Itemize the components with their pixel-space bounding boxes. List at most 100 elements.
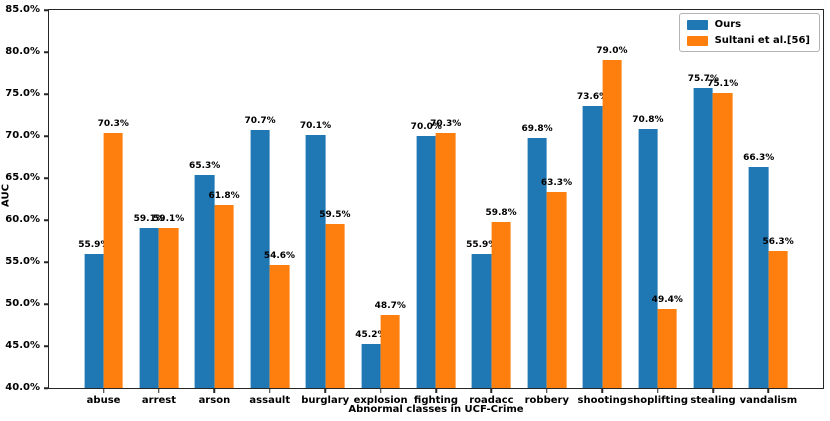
- bar-ours-arrest: [139, 227, 159, 388]
- bar-value-label: 59.1%: [133, 213, 165, 224]
- bar-value-label: 49.4%: [651, 295, 683, 306]
- x-tick-label-arrest: arrest: [141, 395, 177, 406]
- bar-sultani-fighting: [436, 133, 456, 388]
- y-tick-mark: [44, 303, 48, 305]
- y-tick-label: 75.0%: [5, 88, 40, 99]
- bar-sultani-burglary: [325, 224, 345, 388]
- bar-sultani-shoplifting: [657, 309, 677, 388]
- bar-value-label: 54.6%: [263, 251, 296, 262]
- bar-value-label: 70.7%: [244, 116, 276, 127]
- x-axis-title: Abnormal classes in UCF-Crime: [348, 404, 524, 415]
- bar-group-robbery: 69.8% 63.3%: [521, 10, 572, 388]
- y-tick-label: 80.0%: [5, 46, 40, 57]
- x-tick-mark: [712, 389, 714, 393]
- bar-sultani-shooting: [602, 60, 622, 388]
- bar-group-arson: 65.3% 61.8%: [189, 10, 240, 388]
- bar-ours-fighting: [416, 136, 436, 388]
- x-tick-label-explosion: explosion: [353, 395, 408, 406]
- x-tick-mark: [490, 389, 493, 393]
- y-tick-mark: [44, 9, 48, 11]
- x-tick-mark: [656, 389, 659, 393]
- y-tick-label: 85.0%: [5, 4, 40, 15]
- bar-value-label: 59.1%: [153, 213, 185, 224]
- bar-value-label: 70.1%: [299, 121, 332, 132]
- bar-value-label: 59.8%: [485, 207, 517, 218]
- bar-value-label: 48.7%: [374, 300, 406, 311]
- x-tick-mark: [546, 389, 548, 393]
- bar-value-label: 75.1%: [707, 79, 739, 90]
- bar-group-arrest: 59.1% 59.1%: [134, 10, 184, 388]
- bar-ours-arson: [194, 175, 215, 388]
- bar-group-roadacc: 55.9% 59.8%: [466, 10, 517, 388]
- y-tick-mark: [44, 261, 48, 263]
- y-tick-label: 65.0%: [5, 172, 40, 183]
- x-tick-label-arson: arson: [198, 395, 231, 406]
- bar-value-label: 70.3%: [430, 119, 462, 130]
- bar-group-abuse: 55.9% 70.3%: [78, 10, 129, 388]
- y-tick-label: 70.0%: [5, 130, 40, 141]
- bar-ours-assault: [250, 130, 270, 388]
- bar-ours-shooting: [582, 105, 603, 388]
- y-tick-mark: [44, 135, 48, 137]
- legend-item-sultani: Sultani et al.[56]: [686, 35, 810, 46]
- bar-sultani-stealing: [713, 93, 733, 388]
- bar-sultani-roadacc: [491, 221, 511, 388]
- legend-swatch-ours: [686, 19, 708, 30]
- y-tick-label: 55.0%: [5, 256, 40, 267]
- bar-value-label: 63.3%: [540, 178, 573, 189]
- bar-group-stealing: 75.7% 75.1%: [688, 10, 738, 388]
- bar-sultani-explosion: [380, 314, 400, 388]
- legend-label-ours: Ours: [714, 19, 742, 30]
- x-tick-label-robbery: robbery: [524, 395, 569, 406]
- x-tick-mark: [767, 389, 770, 393]
- bar-value-label: 70.0%: [410, 122, 442, 133]
- bar-sultani-assault: [269, 265, 290, 388]
- bar-group-explosion: 45.2% 48.7%: [355, 10, 406, 388]
- x-tick-mark: [102, 389, 105, 393]
- legend-label-sultani: Sultani et al.[56]: [714, 35, 810, 46]
- bar-value-label: 61.8%: [208, 190, 240, 201]
- bar-group-fighting: 70.0% 70.3%: [411, 10, 461, 388]
- bar-value-label: 65.3%: [189, 161, 221, 172]
- x-tick-label-roadacc: roadacc: [469, 395, 514, 406]
- x-tick-label-stealing: stealing: [690, 395, 736, 406]
- bar-value-label: 56.3%: [762, 237, 794, 248]
- y-tick-mark: [44, 387, 48, 389]
- x-tick-mark: [324, 389, 326, 393]
- x-tick-label-burglary: burglary: [301, 395, 350, 406]
- bar-value-label: 66.3%: [743, 153, 775, 164]
- x-tick-label-fighting: fighting: [413, 395, 459, 406]
- x-tick-label-vandalism: vandalism: [739, 395, 798, 406]
- bar-value-label: 79.0%: [596, 46, 628, 57]
- plot-area: 85.0% 80.0% 75.0% 70.0% 65.0% 60.0% 55.0% 50.0%…: [5, 5, 824, 406]
- y-tick-label: 40.0%: [5, 382, 40, 393]
- x-tick-label-shoplifting: shoplifting: [627, 395, 689, 406]
- x-tick-label-assault: assault: [249, 395, 291, 406]
- y-tick-mark: [44, 51, 48, 53]
- bar-sultani-vandalism: [768, 251, 788, 388]
- bar-value-label: 73.6%: [576, 91, 609, 102]
- bar-ours-vandalism: [749, 167, 769, 388]
- bar-ours-explosion: [361, 344, 381, 388]
- y-tick-mark: [44, 93, 48, 95]
- bar-group-burglary: 70.1% 59.5%: [300, 10, 350, 388]
- bar-sultani-robbery: [546, 192, 567, 388]
- x-tick-label-abuse: abuse: [86, 395, 121, 406]
- bar-sultani-arson: [214, 204, 234, 388]
- x-tick-mark: [379, 389, 382, 393]
- legend-swatch-sultani: [686, 35, 708, 46]
- legend: Ours Sultani et al.[56]: [678, 13, 820, 52]
- bar-group-vandalism: 66.3% 56.3%: [743, 10, 794, 388]
- y-tick-mark: [44, 345, 48, 347]
- x-tick-mark: [213, 389, 216, 393]
- bar-group-assault: 70.7% 54.6%: [244, 10, 295, 388]
- y-tick-label: 45.0%: [5, 340, 40, 351]
- bar-sultani-abuse: [103, 133, 123, 388]
- bar-value-label: 55.9%: [78, 240, 110, 251]
- bar-value-label: 69.8%: [521, 123, 553, 134]
- bar-sultani-arrest: [158, 227, 179, 388]
- bar-ours-roadacc: [472, 254, 492, 388]
- bar-value-label: 59.5%: [319, 210, 351, 221]
- x-tick-mark: [601, 389, 603, 393]
